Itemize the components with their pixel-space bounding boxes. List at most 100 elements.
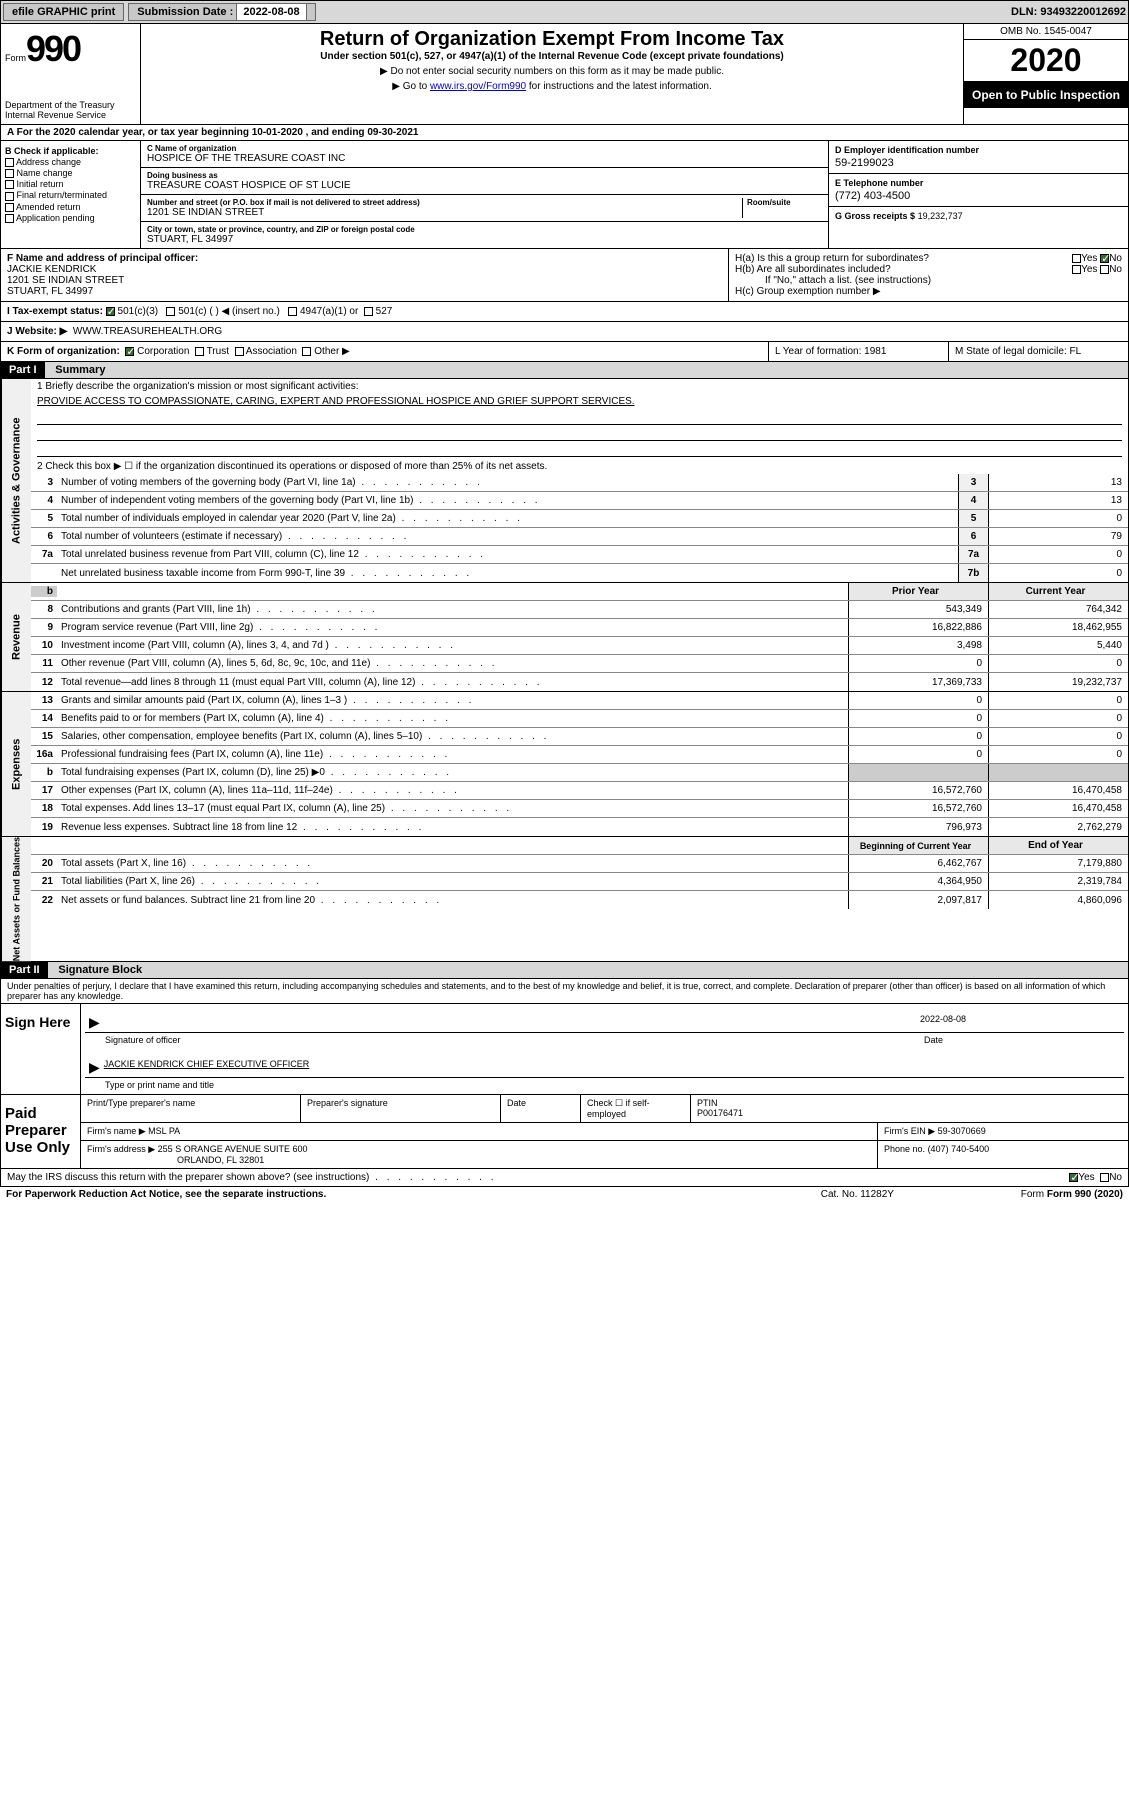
tax-label: I Tax-exempt status: (7, 306, 103, 317)
table-row: b Total fundraising expenses (Part IX, c… (31, 764, 1128, 782)
revenue-table: Revenue b Prior Year Current Year 8 Cont… (0, 583, 1129, 692)
table-row: 4 Number of independent voting members o… (31, 492, 1128, 510)
chk-name[interactable]: Name change (5, 168, 136, 178)
firm-name: MSL PA (148, 1126, 180, 1136)
chk-addr[interactable]: Address change (5, 157, 136, 167)
chk-corp[interactable] (125, 347, 134, 356)
row-k: K Form of organization: Corporation Trus… (0, 342, 1129, 362)
room-label: Room/suite (747, 198, 822, 207)
section-bcd: B Check if applicable: Address change Na… (0, 141, 1129, 249)
sig-officer-label: Signature of officer (85, 1035, 924, 1045)
col-b-title: B Check if applicable: (5, 146, 136, 156)
part2-bar: Part II Signature Block (0, 962, 1129, 979)
paid-preparer-label: Paid Preparer Use Only (1, 1095, 81, 1168)
row-a: A For the 2020 calendar year, or tax yea… (0, 125, 1129, 141)
expenses-label: Expenses (1, 692, 31, 836)
note-link: ▶ Go to www.irs.gov/Form990 for instruct… (145, 81, 959, 92)
table-row: 9 Program service revenue (Part VIII, li… (31, 619, 1128, 637)
hb-row: H(b) Are all subordinates included? Yes … (735, 264, 1122, 275)
form-number: 990 (26, 28, 80, 69)
sub-date-btn[interactable]: Submission Date : 2022-08-08 (128, 3, 315, 21)
state-domicile: M State of legal domicile: FL (948, 342, 1128, 361)
ptin-label: PTIN (697, 1098, 1122, 1108)
sub-date-val: 2022-08-08 (236, 3, 306, 21)
header-right: OMB No. 1545-0047 2020 Open to Public In… (963, 24, 1128, 124)
col-c: C Name of organization HOSPICE OF THE TR… (141, 141, 828, 248)
chk-trust[interactable] (195, 347, 204, 356)
table-row: 14 Benefits paid to or for members (Part… (31, 710, 1128, 728)
firm-addr1: 255 S ORANGE AVENUE SUITE 600 (158, 1144, 308, 1154)
row-j: J Website: ▶ WWW.TREASUREHEALTH.ORG (0, 322, 1129, 342)
part1-hdr: Part I (1, 362, 45, 378)
prep-name-hdr: Print/Type preparer's name (81, 1095, 301, 1122)
table-row: 22 Net assets or fund balances. Subtract… (31, 891, 1128, 909)
org-name: HOSPICE OF THE TREASURE COAST INC (147, 153, 822, 164)
table-row: 16a Professional fundraising fees (Part … (31, 746, 1128, 764)
discuss-yes[interactable] (1069, 1173, 1078, 1182)
table-row: 18 Total expenses. Add lines 13–17 (must… (31, 800, 1128, 818)
chk-4947[interactable] (288, 307, 297, 316)
page-footer: For Paperwork Reduction Act Notice, see … (0, 1187, 1129, 1202)
col-f: F Name and address of principal officer:… (1, 249, 728, 301)
hc-row: H(c) Group exemption number ▶ (735, 286, 1122, 297)
table-row: 7a Total unrelated business revenue from… (31, 546, 1128, 564)
table-row: 20 Total assets (Part X, line 16) 6,462,… (31, 855, 1128, 873)
table-row: 12 Total revenue—add lines 8 through 11 … (31, 673, 1128, 691)
street-val: 1201 SE INDIAN STREET (147, 207, 742, 218)
netassets-table: Net Assets or Fund Balances Beginning of… (0, 837, 1129, 962)
chk-assoc[interactable] (235, 347, 244, 356)
sign-here-label: Sign Here (1, 1004, 81, 1094)
table-row: Net unrelated business taxable income fr… (31, 564, 1128, 582)
col-b: B Check if applicable: Address change Na… (1, 141, 141, 248)
discuss-no[interactable] (1100, 1173, 1109, 1182)
chk-initial[interactable]: Initial return (5, 179, 136, 189)
open-inspection: Open to Public Inspection (964, 82, 1128, 108)
arrow-icon: ▶ (89, 1059, 100, 1076)
blank-line (37, 443, 1122, 457)
form-header: Form990 Department of the Treasury Inter… (0, 24, 1129, 125)
part2-hdr: Part II (1, 962, 48, 978)
chk-other[interactable] (302, 347, 311, 356)
chk-amended[interactable]: Amended return (5, 202, 136, 212)
table-row: 17 Other expenses (Part IX, column (A), … (31, 782, 1128, 800)
sub-date-label: Submission Date : (137, 6, 233, 18)
table-row: 19 Revenue less expenses. Subtract line … (31, 818, 1128, 836)
table-row: 5 Total number of individuals employed i… (31, 510, 1128, 528)
officer-addr1: 1201 SE INDIAN STREET (7, 275, 722, 286)
gross-label: G Gross receipts $ (835, 211, 915, 221)
na-header: Beginning of Current Year End of Year (31, 837, 1128, 855)
chk-527[interactable] (364, 307, 373, 316)
col-h: H(a) Is this a group return for subordin… (728, 249, 1128, 301)
mission-text: PROVIDE ACCESS TO COMPASSIONATE, CARING,… (31, 394, 1128, 409)
table-row: 6 Total number of volunteers (estimate i… (31, 528, 1128, 546)
prep-date-hdr: Date (501, 1095, 581, 1122)
officer-label: F Name and address of principal officer: (7, 253, 722, 264)
officer-name-title: JACKIE KENDRICK CHIEF EXECUTIVE OFFICER (104, 1059, 310, 1076)
footer-right: Form Form 990 (2020) (1021, 1189, 1123, 1200)
dln: DLN: 93493220012692 (1011, 6, 1126, 18)
table-row: 10 Investment income (Part VIII, column … (31, 637, 1128, 655)
header-mid: Return of Organization Exempt From Incom… (141, 24, 963, 124)
table-row: 13 Grants and similar amounts paid (Part… (31, 692, 1128, 710)
form-label: Form (5, 53, 26, 63)
chk-501c[interactable] (166, 307, 175, 316)
irs-link[interactable]: www.irs.gov/Form990 (430, 81, 526, 92)
firm-addr2: ORLANDO, FL 32801 (87, 1155, 264, 1165)
header-left: Form990 Department of the Treasury Inter… (1, 24, 141, 124)
row-i: I Tax-exempt status: 501(c)(3) 501(c) ( … (0, 302, 1129, 322)
table-row: 15 Salaries, other compensation, employe… (31, 728, 1128, 746)
chk-501c3[interactable] (106, 307, 115, 316)
prep-self-hdr: Check ☐ if self-employed (581, 1095, 691, 1122)
governance-table: Activities & Governance 1 Briefly descri… (0, 379, 1129, 583)
ha-row: H(a) Is this a group return for subordin… (735, 253, 1122, 264)
tel-val: (772) 403-4500 (835, 190, 1122, 202)
tel-label: E Telephone number (835, 178, 1122, 188)
street-label: Number and street (or P.O. box if mail i… (147, 198, 742, 207)
chk-pending[interactable]: Application pending (5, 213, 136, 223)
ein-val: 59-2199023 (835, 157, 1122, 169)
efile-button[interactable]: efile GRAPHIC print (3, 3, 124, 21)
q2: 2 Check this box ▶ ☐ if the organization… (31, 459, 1128, 474)
sign-date: 2022-08-08 (920, 1014, 1120, 1031)
name-title-label: Type or print name and title (85, 1080, 1124, 1090)
chk-final[interactable]: Final return/terminated (5, 190, 136, 200)
